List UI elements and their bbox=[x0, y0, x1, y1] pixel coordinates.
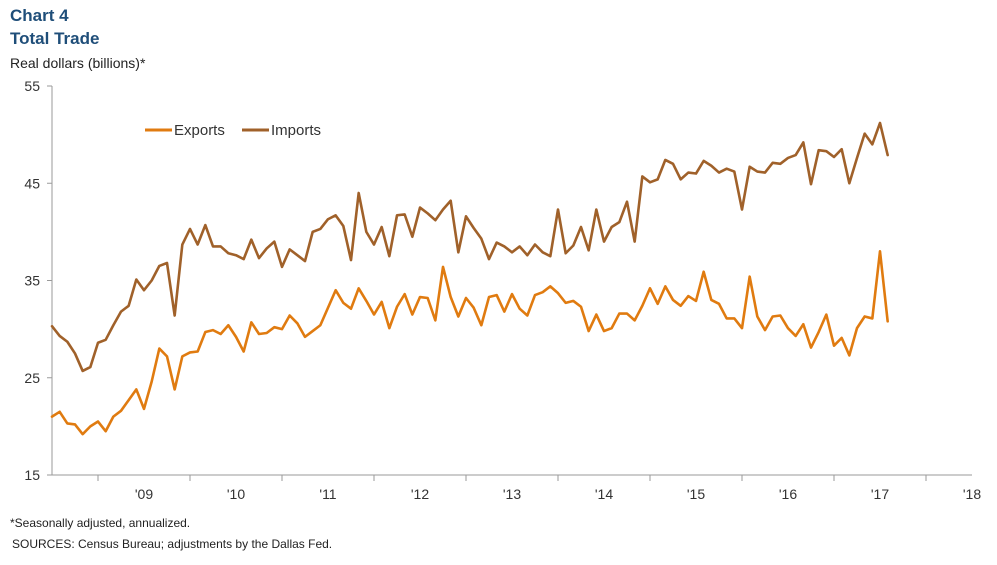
x-tick-label: '17 bbox=[871, 486, 889, 502]
x-tick-label: '10 bbox=[227, 486, 245, 502]
x-tick-label: '16 bbox=[779, 486, 797, 502]
chart-title: Total Trade bbox=[10, 29, 100, 48]
y-tick-label: 35 bbox=[24, 273, 40, 289]
y-tick-label: 45 bbox=[24, 175, 40, 191]
legend-label-exports: Exports bbox=[174, 122, 225, 139]
series-line-exports bbox=[50, 250, 889, 436]
x-tick-label: '14 bbox=[595, 486, 613, 502]
chart-number: Chart 4 bbox=[10, 6, 69, 25]
x-tick-label: '18 bbox=[963, 486, 981, 502]
x-tick-label: '15 bbox=[687, 486, 705, 502]
footnote: *Seasonally adjusted, annualized. bbox=[10, 516, 191, 530]
x-tick-label: '09 bbox=[135, 486, 153, 502]
x-tick-label: '12 bbox=[411, 486, 429, 502]
y-tick-label: 15 bbox=[24, 467, 40, 483]
y-tick-label: 55 bbox=[24, 78, 40, 94]
y-axis-units-label: Real dollars (billions)* bbox=[10, 55, 146, 71]
y-tick-label: 25 bbox=[24, 370, 40, 386]
x-tick-label: '11 bbox=[319, 486, 336, 502]
series-line-imports bbox=[50, 121, 889, 373]
legend-label-imports: Imports bbox=[271, 122, 321, 139]
x-tick-label: '13 bbox=[503, 486, 521, 502]
sources-note: SOURCES: Census Bureau; adjustments by t… bbox=[12, 537, 333, 551]
